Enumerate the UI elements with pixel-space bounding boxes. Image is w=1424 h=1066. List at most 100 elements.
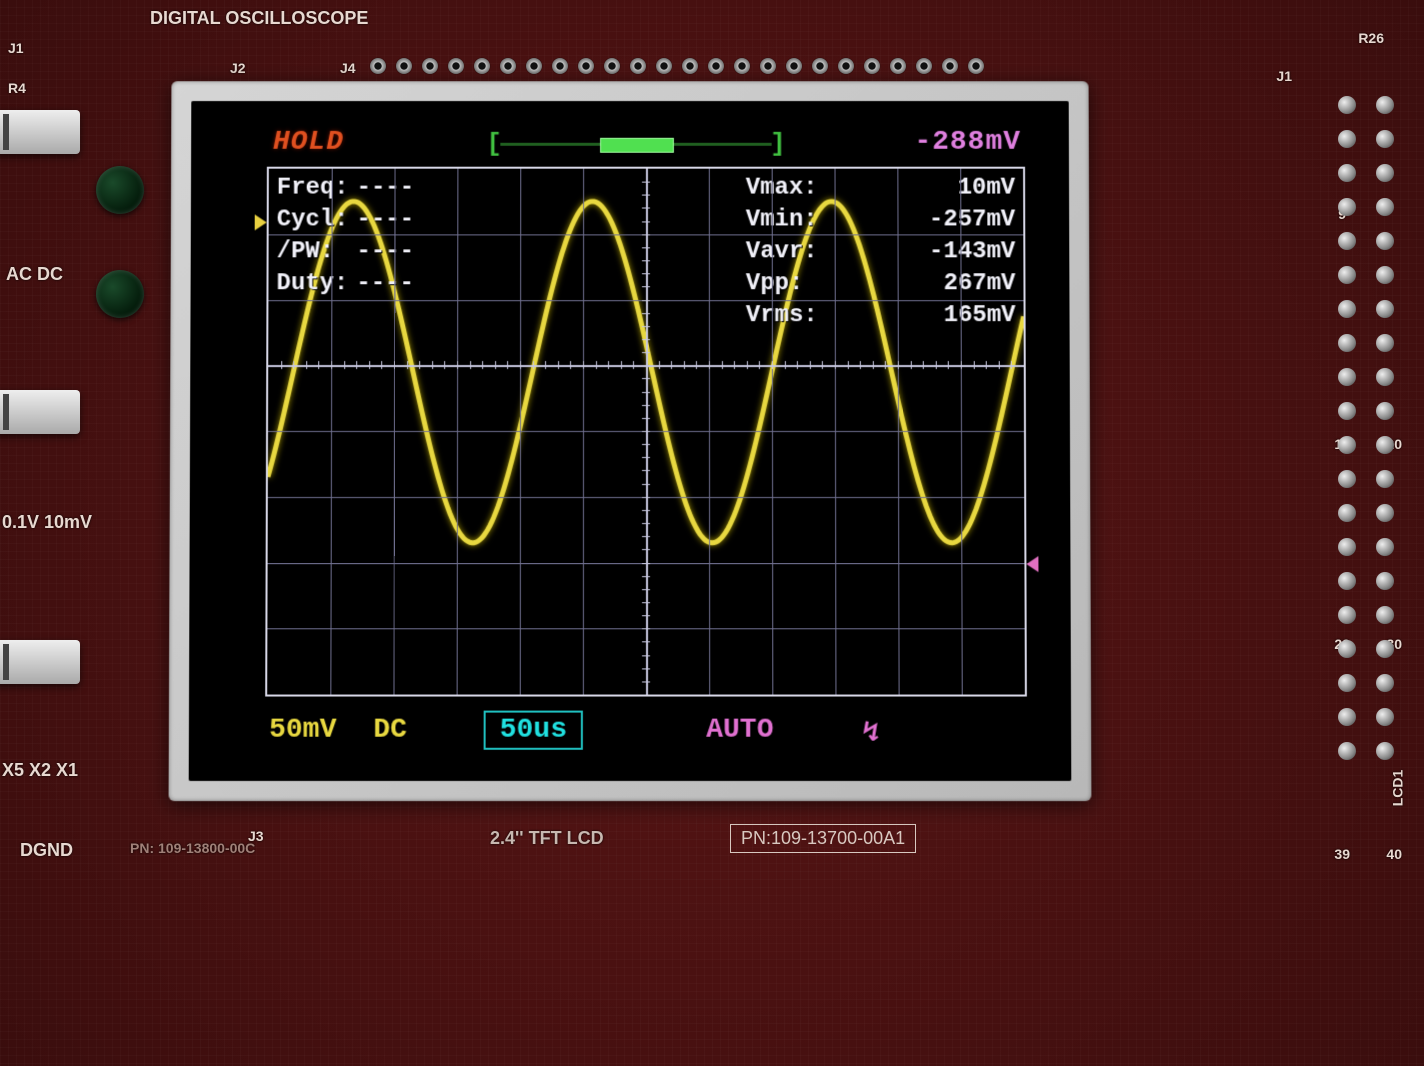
through-hole [630, 58, 646, 74]
oscilloscope-screen: HOLD [ ] -288mV Freq:----Cycl:----/PW:--… [265, 119, 1027, 759]
measurement-label: Vpp: [746, 268, 846, 300]
header-pin [1338, 504, 1356, 522]
time-per-div[interactable]: 50us [484, 711, 584, 750]
header-pin [1338, 300, 1356, 318]
header-pin [1376, 96, 1394, 114]
header-pin [1376, 470, 1394, 488]
trigger-level-marker [1026, 556, 1038, 572]
silk-pn-main: PN: 109-13800-00C [130, 840, 255, 856]
header-pin [1338, 572, 1356, 590]
measurement-label: Freq: [277, 173, 357, 205]
measurement-label: Vmax: [746, 173, 846, 205]
header-pin [1338, 436, 1356, 454]
header-pin [1338, 708, 1356, 726]
slide-switch-1[interactable] [0, 110, 80, 154]
header-pins [1338, 96, 1400, 766]
silk-j4: J4 [340, 60, 356, 76]
volts-per-div[interactable]: 50mV [269, 715, 336, 746]
measurement-label: /PW: [277, 236, 357, 268]
silk-p39: 39 [1334, 846, 1350, 862]
through-hole [422, 58, 438, 74]
silk-pn-lcd: PN:109-13700-00A1 [730, 824, 916, 853]
through-hole [786, 58, 802, 74]
run-status: HOLD [273, 127, 344, 158]
header-pin [1376, 300, 1394, 318]
header-pin [1338, 742, 1356, 760]
through-hole [760, 58, 776, 74]
silk-ac-dc: AC DC [6, 264, 63, 285]
slide-switch-3[interactable] [0, 640, 80, 684]
header-pin [1376, 334, 1394, 352]
measurement-row: /PW:---- [277, 236, 414, 268]
measurement-value: 10mV [845, 173, 1015, 205]
through-hole [448, 58, 464, 74]
through-hole [916, 58, 932, 74]
position-thumb [600, 138, 674, 153]
silk-j1-right: J1 [1276, 68, 1292, 84]
lcd-bezel: HOLD [ ] -288mV Freq:----Cycl:----/PW:--… [169, 81, 1092, 801]
measurement-row: Vmax:10mV [746, 173, 1015, 205]
measurement-label: Vmin: [746, 205, 846, 237]
header-pin [1338, 232, 1356, 250]
header-pin [1376, 742, 1394, 760]
trigger-edge-icon[interactable]: ↯ [863, 715, 880, 750]
position-indicator: [ ] [486, 133, 785, 155]
cursor-voltage: -288mV [914, 127, 1021, 158]
silk-lcd-size: 2.4'' TFT LCD [490, 828, 604, 849]
measurement-value: -257mV [846, 205, 1016, 237]
through-hole [474, 58, 490, 74]
through-hole [370, 58, 386, 74]
silk-j1-left: J1 [8, 40, 24, 56]
measurements-right: Vmax:10mVVmin:-257mVVavr:-143mVVpp:267mV… [746, 173, 1016, 332]
silk-lcd1: LCD1 [1390, 770, 1406, 807]
measurement-label: Vavr: [746, 236, 846, 268]
through-hole [396, 58, 412, 74]
through-hole [968, 58, 984, 74]
waveform-grid: Freq:----Cycl:----/PW:----Duty:---- Vmax… [265, 167, 1027, 697]
through-hole [812, 58, 828, 74]
bnc-connector-1[interactable] [96, 166, 144, 214]
header-pin [1376, 402, 1394, 420]
through-hole [604, 58, 620, 74]
header-pin [1376, 436, 1394, 454]
header-pin [1338, 198, 1356, 216]
header-pin [1376, 130, 1394, 148]
coupling-mode[interactable]: DC [373, 715, 407, 746]
header-pin [1338, 368, 1356, 386]
header-pin [1376, 572, 1394, 590]
header-pin [1376, 198, 1394, 216]
through-hole [526, 58, 542, 74]
header-pin [1376, 266, 1394, 284]
header-pin [1376, 708, 1394, 726]
through-hole [656, 58, 672, 74]
header-pin [1376, 674, 1394, 692]
header-pin [1338, 538, 1356, 556]
header-pin [1376, 640, 1394, 658]
through-hole [708, 58, 724, 74]
through-hole [838, 58, 854, 74]
lcd-glass: HOLD [ ] -288mV Freq:----Cycl:----/PW:--… [189, 101, 1072, 781]
bottom-bar: 50mV DC 50us AUTO ↯ [265, 709, 1027, 753]
measurement-value: ---- [356, 268, 414, 300]
bnc-connector-2[interactable] [96, 270, 144, 318]
header-pin [1338, 674, 1356, 692]
channel-ground-marker [255, 214, 267, 230]
through-hole [578, 58, 594, 74]
header-pin [1376, 606, 1394, 624]
measurement-value: ---- [356, 236, 414, 268]
header-pin [1338, 470, 1356, 488]
measurement-value: 165mV [846, 300, 1016, 332]
top-bar: HOLD [ ] -288mV [267, 127, 1025, 163]
measurement-label: Duty: [276, 268, 356, 300]
silk-atten: X5 X2 X1 [2, 760, 78, 781]
header-pin [1376, 368, 1394, 386]
through-hole [682, 58, 698, 74]
through-hole [500, 58, 516, 74]
measurement-value: -143mV [846, 236, 1016, 268]
slide-switch-2[interactable] [0, 390, 80, 434]
trigger-mode[interactable]: AUTO [706, 715, 773, 746]
header-pin [1376, 504, 1394, 522]
through-hole [864, 58, 880, 74]
measurement-row: Vmin:-257mV [746, 205, 1016, 237]
measurement-row: Vpp:267mV [746, 268, 1016, 300]
